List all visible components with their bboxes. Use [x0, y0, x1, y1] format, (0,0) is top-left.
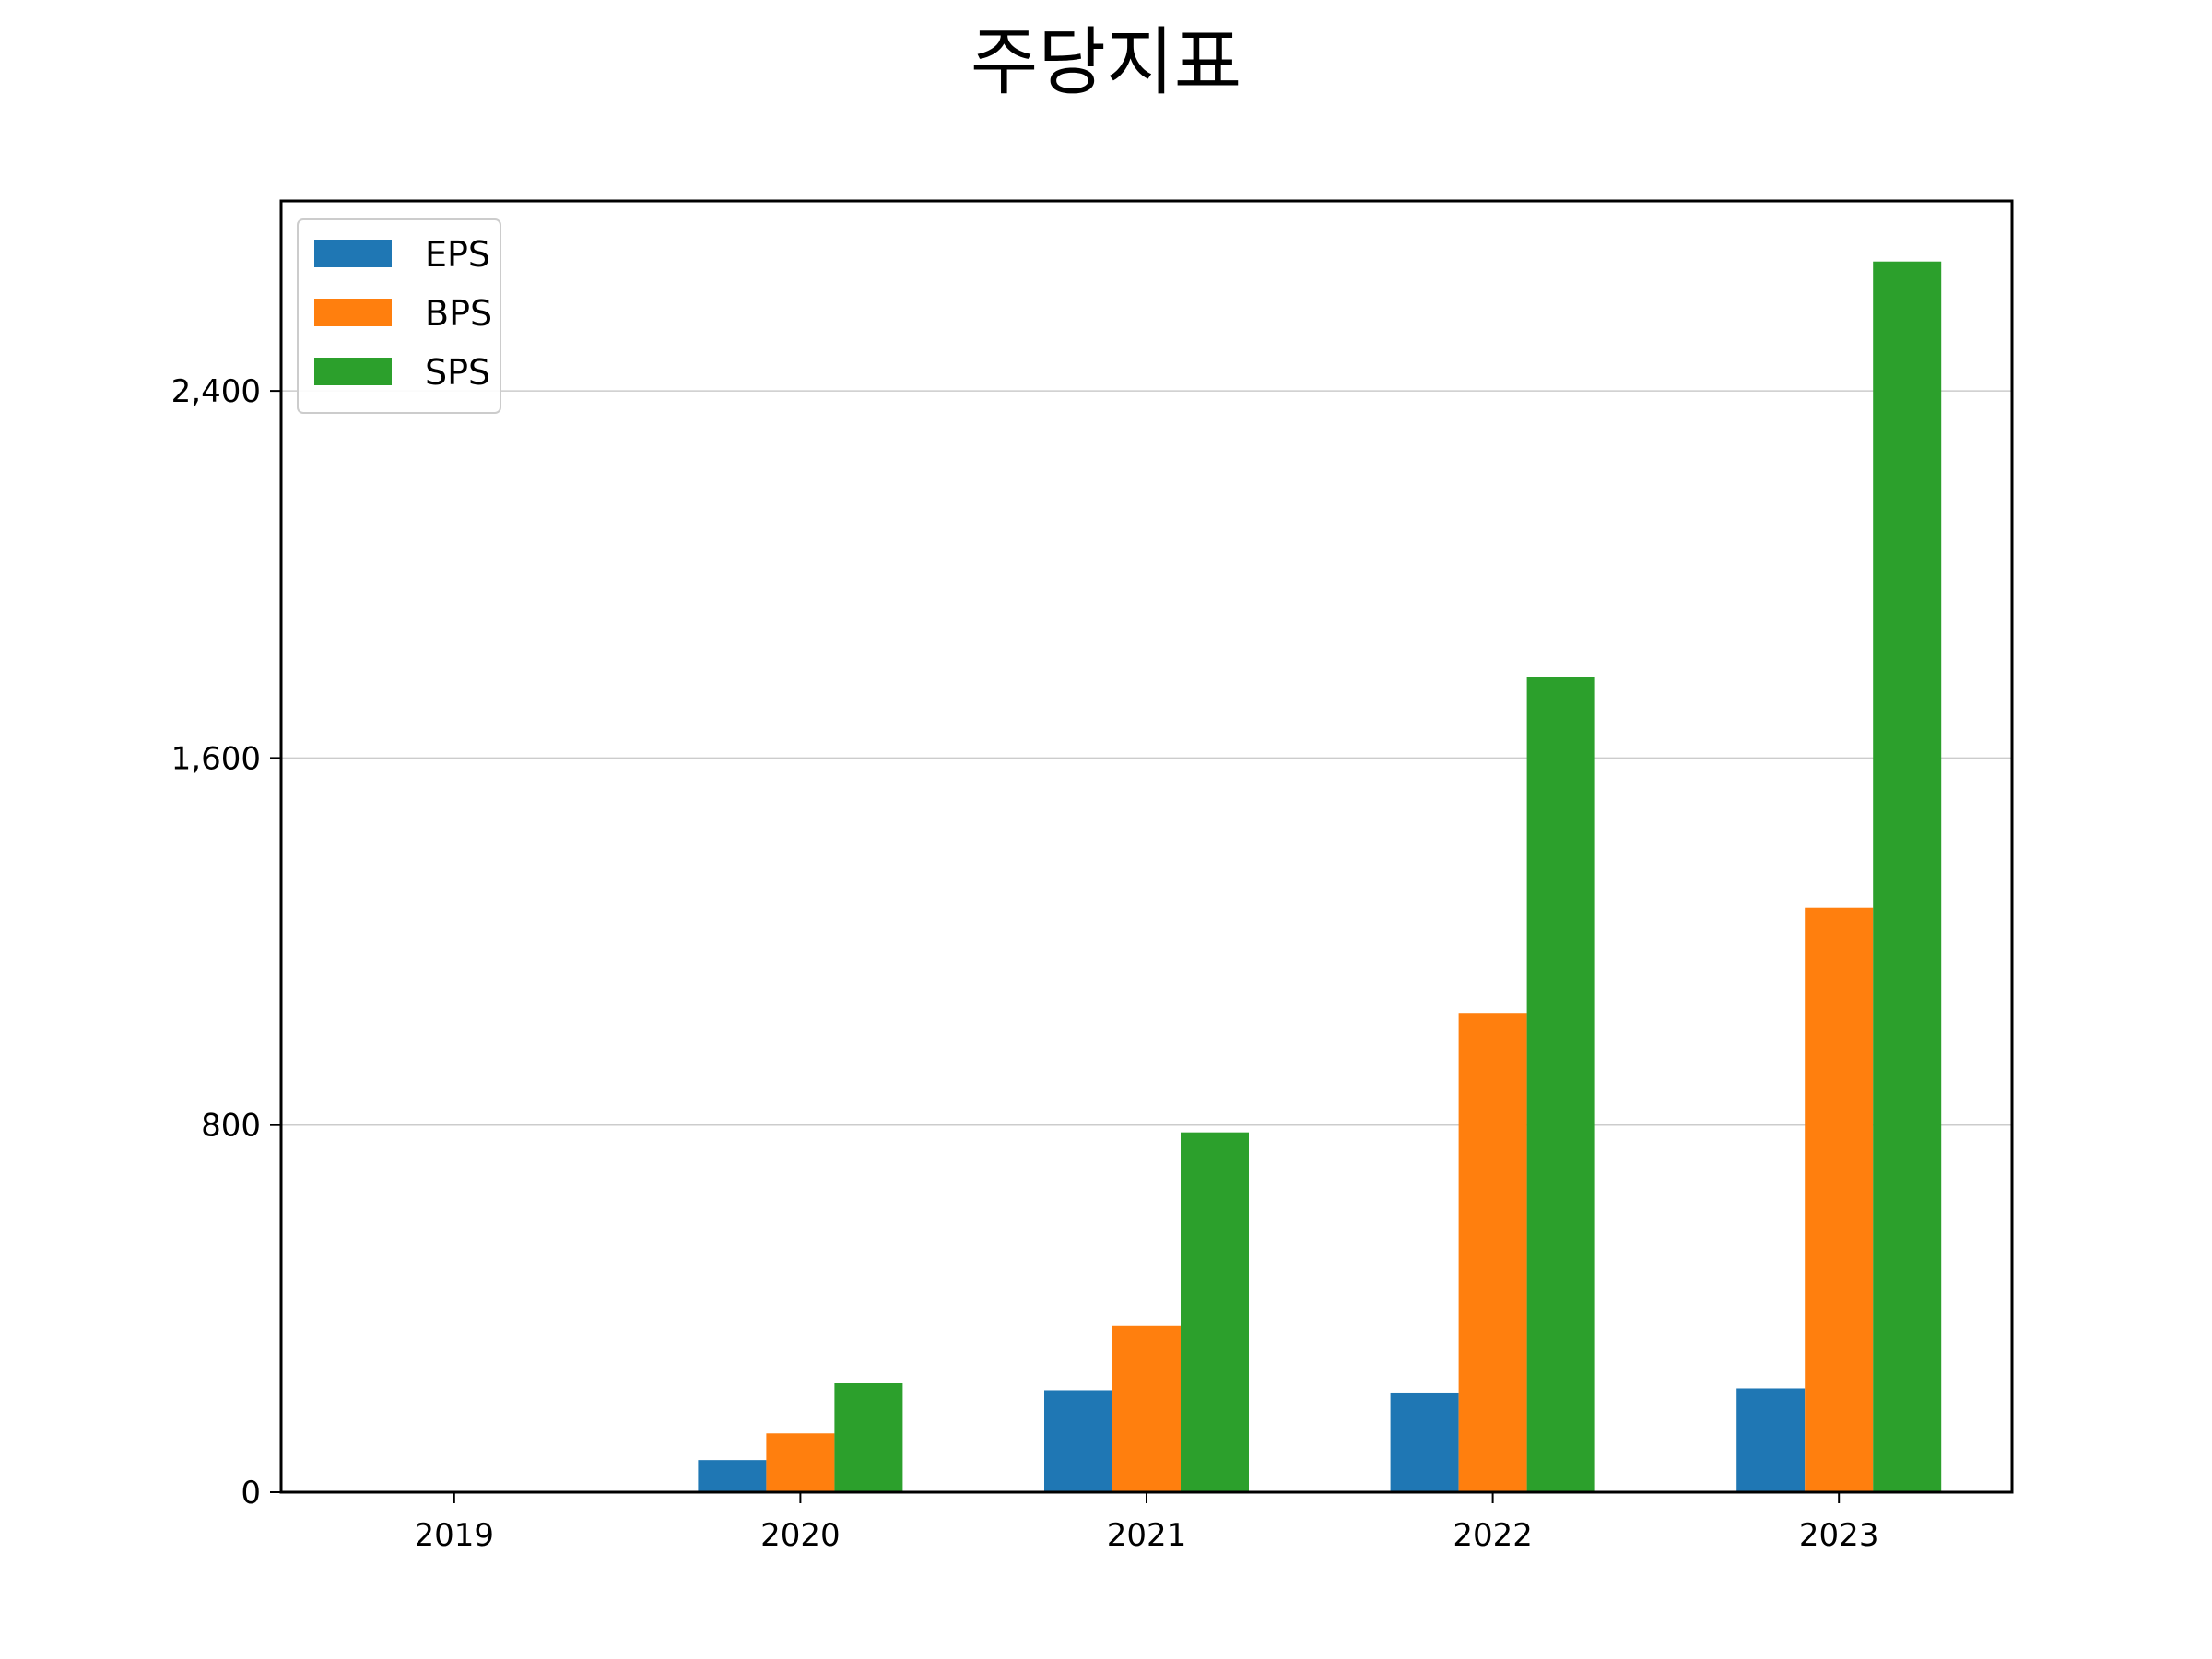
- bar-sps-2021: [1181, 1132, 1249, 1492]
- bar-sps-2023: [1873, 261, 1942, 1493]
- x-tick-label: 2021: [1107, 1517, 1187, 1554]
- bar-bps-2020: [766, 1433, 835, 1492]
- legend-label-sps: SPS: [425, 352, 490, 393]
- bar-eps-2021: [1044, 1390, 1112, 1492]
- legend-label-eps: EPS: [425, 234, 490, 275]
- bars: [698, 261, 1942, 1493]
- y-tick-label: 0: [241, 1475, 261, 1512]
- legend-swatch-sps: [314, 358, 392, 385]
- x-tick-label: 2023: [1799, 1517, 1879, 1554]
- bar-sps-2020: [834, 1383, 903, 1492]
- chart-title: 주당지표: [971, 19, 1241, 105]
- bar-bps-2022: [1458, 1013, 1527, 1492]
- legend-swatch-bps: [314, 299, 392, 326]
- bar-eps-2022: [1390, 1392, 1459, 1492]
- y-axis: 0 800 1,600 2,400: [171, 373, 281, 1512]
- y-tick-label: 2,400: [171, 373, 261, 410]
- y-tick-label: 800: [201, 1108, 261, 1145]
- x-tick-label: 2020: [760, 1517, 841, 1554]
- bar-bps-2021: [1112, 1325, 1181, 1492]
- bar-eps-2023: [1736, 1388, 1806, 1492]
- legend-label-bps: BPS: [425, 293, 492, 334]
- grid-lines: [281, 390, 2012, 1126]
- x-tick-label: 2019: [415, 1517, 495, 1554]
- bar-bps-2023: [1805, 907, 1874, 1492]
- bar-eps-2020: [698, 1460, 767, 1492]
- legend: EPS BPS SPS: [297, 218, 501, 414]
- bar-sps-2022: [1526, 677, 1595, 1492]
- x-tick-label: 2022: [1453, 1517, 1533, 1554]
- y-tick-label: 1,600: [171, 740, 261, 777]
- legend-swatch-eps: [314, 240, 392, 267]
- x-axis: 2019 2020 2021 2022 2023: [415, 1492, 1879, 1554]
